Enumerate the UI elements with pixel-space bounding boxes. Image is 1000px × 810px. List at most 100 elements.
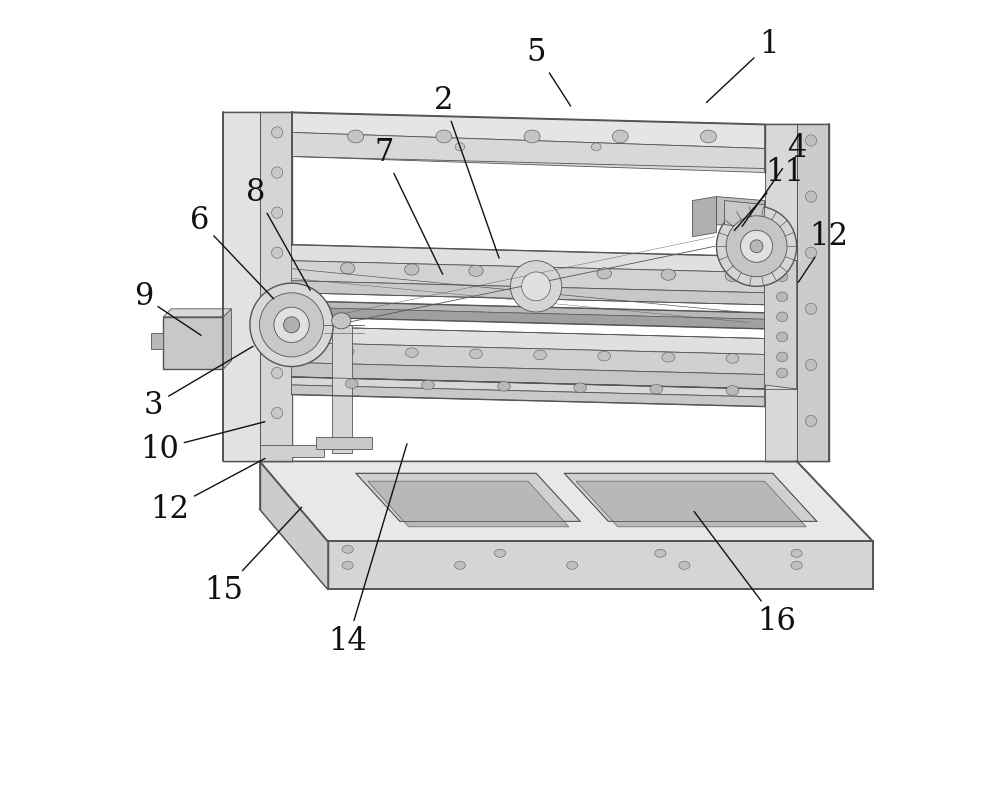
Ellipse shape <box>272 327 283 339</box>
Polygon shape <box>292 363 765 389</box>
Ellipse shape <box>272 247 283 258</box>
Ellipse shape <box>524 130 540 143</box>
Ellipse shape <box>726 215 787 277</box>
Ellipse shape <box>332 313 351 329</box>
Ellipse shape <box>470 349 482 359</box>
Polygon shape <box>356 473 580 522</box>
Ellipse shape <box>260 292 324 357</box>
Polygon shape <box>332 325 352 453</box>
Text: 7: 7 <box>374 137 443 275</box>
Text: 11: 11 <box>734 157 804 231</box>
Polygon shape <box>292 261 765 292</box>
Ellipse shape <box>345 379 358 389</box>
Ellipse shape <box>421 380 434 390</box>
Ellipse shape <box>272 127 283 138</box>
Polygon shape <box>260 461 328 590</box>
Ellipse shape <box>455 143 465 151</box>
Ellipse shape <box>777 368 788 377</box>
Ellipse shape <box>341 347 354 356</box>
Polygon shape <box>292 326 765 355</box>
Ellipse shape <box>534 350 546 360</box>
Ellipse shape <box>272 207 283 218</box>
Polygon shape <box>292 343 765 374</box>
Text: 8: 8 <box>246 177 310 290</box>
Ellipse shape <box>777 332 788 342</box>
Ellipse shape <box>777 272 788 282</box>
Ellipse shape <box>510 261 562 312</box>
Ellipse shape <box>274 307 309 343</box>
Ellipse shape <box>805 191 817 202</box>
Ellipse shape <box>494 549 506 557</box>
Polygon shape <box>797 125 829 461</box>
Ellipse shape <box>650 384 663 394</box>
Ellipse shape <box>469 265 483 276</box>
Polygon shape <box>151 333 163 349</box>
Ellipse shape <box>272 367 283 378</box>
Ellipse shape <box>405 264 419 275</box>
Text: 9: 9 <box>134 281 201 335</box>
Polygon shape <box>292 132 765 173</box>
Polygon shape <box>292 377 765 397</box>
Polygon shape <box>163 309 231 317</box>
Ellipse shape <box>250 284 333 366</box>
Ellipse shape <box>533 266 547 278</box>
Ellipse shape <box>405 347 418 357</box>
Polygon shape <box>328 541 873 590</box>
Ellipse shape <box>284 317 300 333</box>
Polygon shape <box>292 307 765 329</box>
Ellipse shape <box>498 382 510 391</box>
Text: 2: 2 <box>434 85 499 258</box>
Ellipse shape <box>436 130 452 143</box>
Polygon shape <box>316 437 372 449</box>
Text: 12: 12 <box>798 221 848 283</box>
Polygon shape <box>724 201 765 228</box>
Ellipse shape <box>805 360 817 370</box>
Text: 16: 16 <box>694 511 796 637</box>
Polygon shape <box>260 445 324 461</box>
Text: 3: 3 <box>144 347 253 420</box>
Polygon shape <box>292 113 765 148</box>
Text: 6: 6 <box>190 205 274 299</box>
Polygon shape <box>716 197 765 228</box>
Text: 10: 10 <box>140 422 265 465</box>
Ellipse shape <box>655 549 666 557</box>
Ellipse shape <box>679 561 690 569</box>
Ellipse shape <box>454 561 466 569</box>
Ellipse shape <box>661 269 676 280</box>
Polygon shape <box>576 481 806 526</box>
Text: 4: 4 <box>742 133 806 226</box>
Ellipse shape <box>522 272 551 301</box>
Ellipse shape <box>348 130 364 143</box>
Ellipse shape <box>700 130 716 143</box>
Ellipse shape <box>597 268 611 279</box>
Polygon shape <box>292 301 765 319</box>
Ellipse shape <box>662 352 675 362</box>
Ellipse shape <box>340 262 355 274</box>
Ellipse shape <box>342 545 353 553</box>
Ellipse shape <box>574 383 587 393</box>
Ellipse shape <box>777 292 788 301</box>
Ellipse shape <box>272 167 283 178</box>
Ellipse shape <box>726 386 739 395</box>
Text: 12: 12 <box>150 458 265 525</box>
Polygon shape <box>564 473 817 522</box>
Polygon shape <box>765 257 797 389</box>
Ellipse shape <box>272 407 283 419</box>
Ellipse shape <box>805 134 817 146</box>
Ellipse shape <box>791 561 802 569</box>
Text: 14: 14 <box>328 444 407 657</box>
Ellipse shape <box>591 143 601 151</box>
Polygon shape <box>260 113 292 461</box>
Ellipse shape <box>567 561 578 569</box>
Ellipse shape <box>342 561 353 569</box>
Ellipse shape <box>612 130 628 143</box>
Ellipse shape <box>777 352 788 362</box>
Ellipse shape <box>598 352 611 361</box>
Ellipse shape <box>740 230 773 262</box>
Ellipse shape <box>791 549 802 557</box>
Polygon shape <box>292 281 765 305</box>
Ellipse shape <box>777 312 788 322</box>
Polygon shape <box>260 461 873 541</box>
Ellipse shape <box>805 303 817 314</box>
Polygon shape <box>163 317 223 369</box>
